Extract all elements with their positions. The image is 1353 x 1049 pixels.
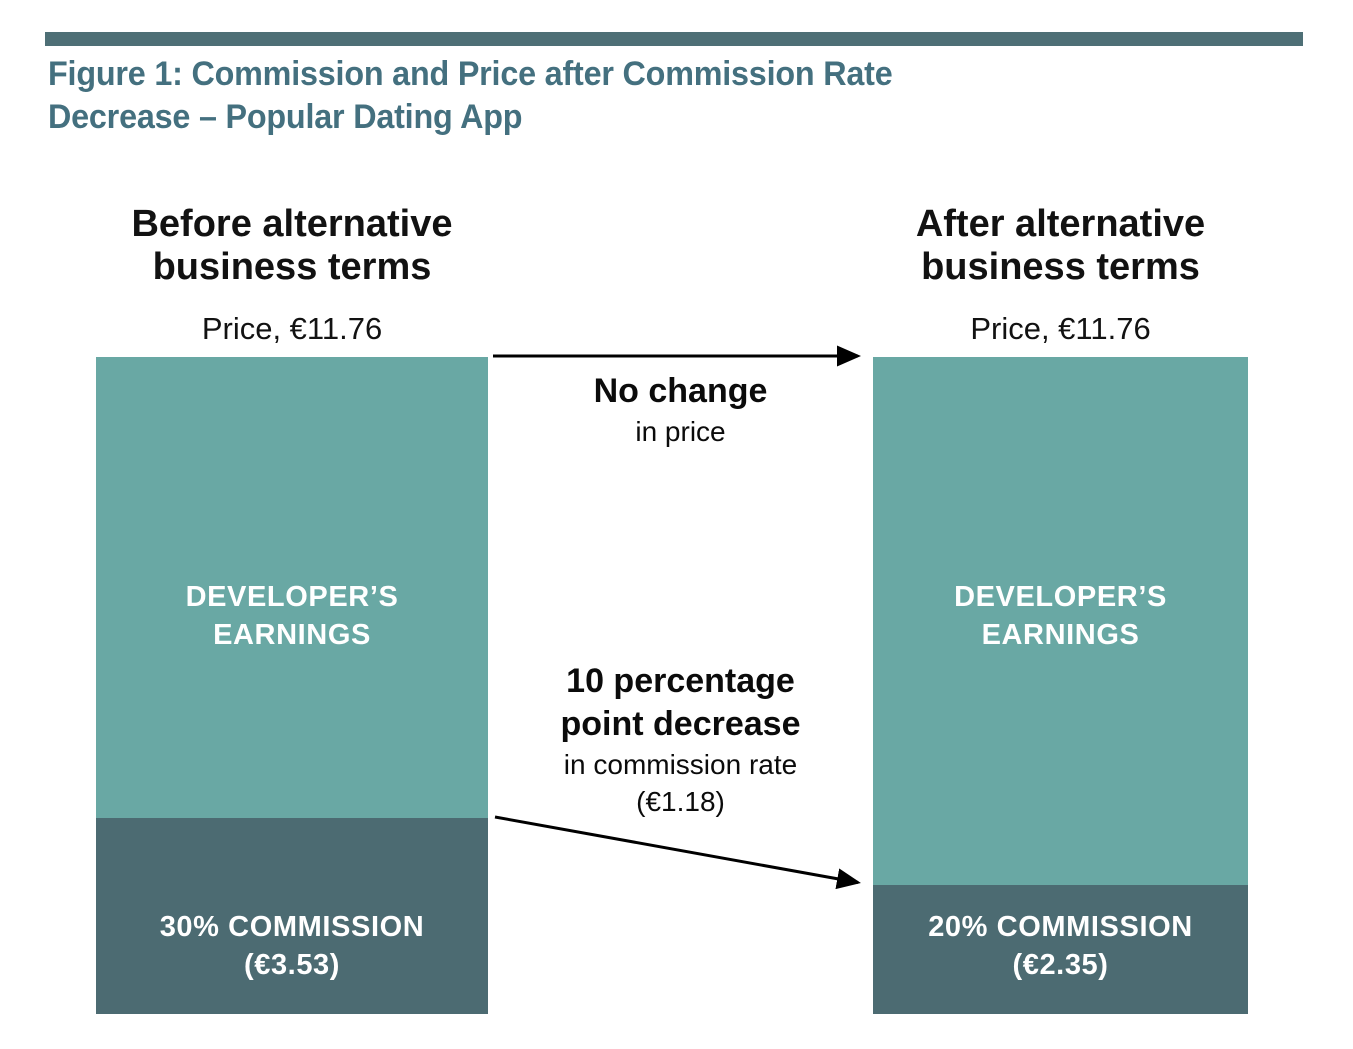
before-commission-segment xyxy=(96,818,488,1014)
after-price-label: Price, €11.76 xyxy=(970,311,1151,346)
after-commission-label: 20% COMMISSION (€2.35) xyxy=(873,908,1248,984)
after-earnings-label: DEVELOPER’S EARNINGS xyxy=(873,578,1248,654)
after-earnings-label-line2: EARNINGS xyxy=(981,619,1140,651)
after-commission-label-line1: 20% COMMISSION xyxy=(928,911,1193,943)
decrease-label-line1: 10 percentage xyxy=(566,662,795,700)
after-heading: After alternative business terms xyxy=(848,203,1273,289)
after-commission-label-line2: (€2.35) xyxy=(1012,949,1109,981)
no-change-label-line2: in price xyxy=(635,416,726,447)
before-commission-label-line1: 30% COMMISSION xyxy=(159,911,425,943)
before-earnings-label-line1: DEVELOPER’S xyxy=(185,581,399,613)
figure-title-line1: Figure 1: Commission and Price after Com… xyxy=(48,55,893,93)
after-earnings-label-line1: DEVELOPER’S xyxy=(954,581,1167,613)
no-change-arrow-icon xyxy=(493,345,861,367)
before-earnings-segment xyxy=(96,357,488,818)
before-bar xyxy=(96,357,488,1014)
before-commission-label: 30% COMMISSION (€3.53) xyxy=(96,908,488,984)
decrease-label-line2: point decrease xyxy=(560,705,801,743)
decrease-label-line3: in commission rate xyxy=(563,749,798,780)
figure-title: Figure 1: Commission and Price after Com… xyxy=(48,53,893,139)
figure-title-line2: Decrease – Popular Dating App xyxy=(48,98,523,136)
after-heading-line1: After alternative xyxy=(915,203,1206,245)
no-change-label-line1: No change xyxy=(593,372,768,410)
before-price-label: Price, €11.76 xyxy=(201,311,383,346)
before-heading-line1: Before alternative xyxy=(131,203,453,245)
after-bar xyxy=(873,357,1248,1014)
before-heading: Before alternative business terms xyxy=(66,203,518,289)
commission-decrease-arrow-icon xyxy=(494,815,861,890)
after-heading-line2: business terms xyxy=(921,246,1200,288)
after-commission-segment xyxy=(873,885,1248,1014)
before-commission-label-line2: (€3.53) xyxy=(243,949,341,981)
top-accent-bar xyxy=(45,32,1303,46)
no-change-label: No change in price xyxy=(488,370,873,450)
decrease-label: 10 percentage point decrease in commissi… xyxy=(488,660,873,820)
before-earnings-label-line2: EARNINGS xyxy=(213,619,371,651)
decrease-label-line4: (€1.18) xyxy=(636,786,725,817)
before-earnings-label: DEVELOPER’S EARNINGS xyxy=(96,578,488,654)
before-heading-line2: business terms xyxy=(152,246,432,288)
after-earnings-segment xyxy=(873,357,1248,885)
